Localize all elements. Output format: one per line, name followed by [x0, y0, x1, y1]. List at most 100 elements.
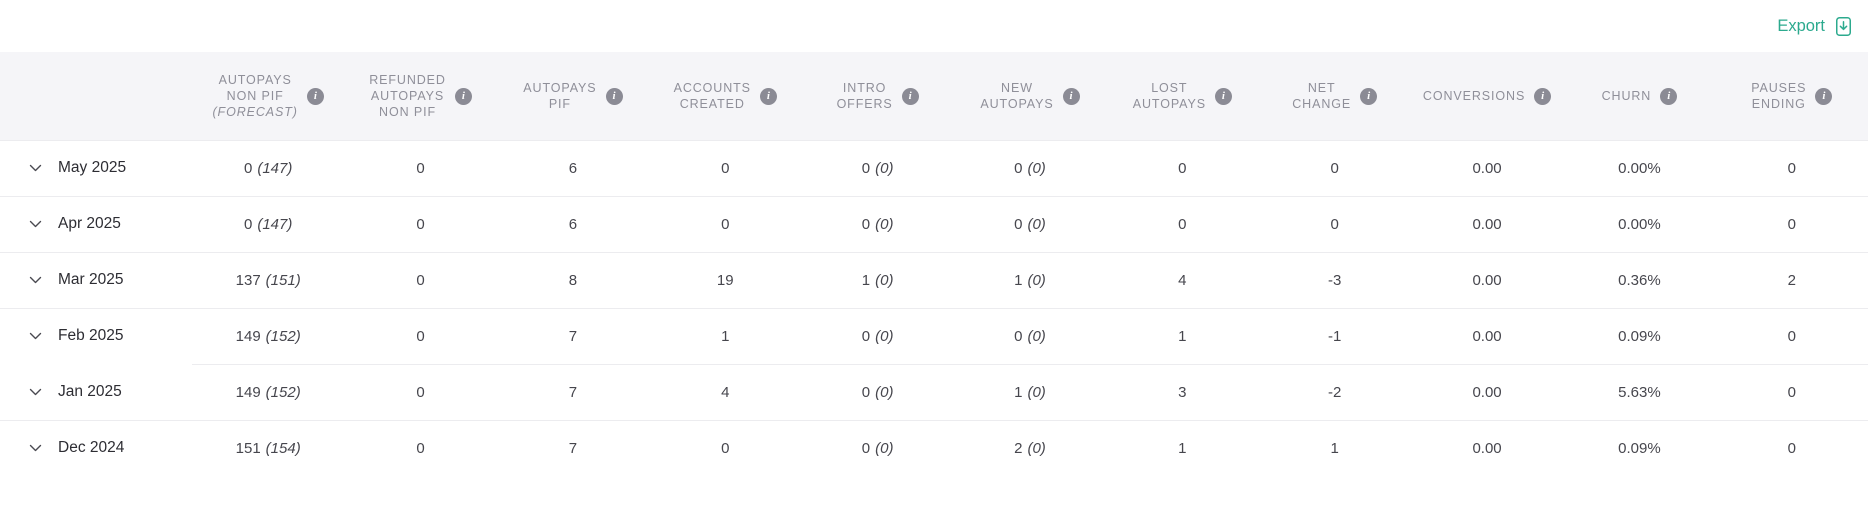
- column-header-content: NET CHANGE i: [1259, 80, 1411, 112]
- cell-accounts-created: 0: [649, 140, 802, 197]
- column-header-intro-offers: INTRO OFFERS i: [801, 52, 954, 141]
- column-header-pauses-ending: PAUSES ENDING i: [1715, 52, 1868, 141]
- info-icon[interactable]: i: [454, 87, 472, 105]
- cell-refunded-autopays-non-pif: 0: [344, 308, 497, 365]
- info-icon[interactable]: i: [759, 87, 777, 105]
- cell-accounts-created: 0: [649, 196, 802, 253]
- info-icon[interactable]: i: [1360, 87, 1378, 105]
- column-header-refunded-autopays-non-pif: REFUNDED AUTOPAYS NON PIF i: [344, 52, 497, 141]
- info-icon[interactable]: i: [1062, 87, 1080, 105]
- cell-new-autopays: 2 (0): [953, 420, 1107, 476]
- info-icon[interactable]: i: [1815, 87, 1833, 105]
- cell-accounts-created: 19: [649, 252, 802, 309]
- cell-conversions: 0.00: [1410, 196, 1564, 253]
- column-header-content: NEW AUTOPAYS i: [954, 80, 1106, 112]
- cell-pauses-ending: 0: [1715, 364, 1868, 421]
- info-icon[interactable]: i: [306, 87, 324, 105]
- cell-accounts-created: 0: [649, 420, 802, 476]
- cell-net-change: 1: [1258, 420, 1411, 476]
- row-month-label: May 2025: [58, 159, 127, 177]
- column-header-content: REFUNDED AUTOPAYS NON PIF i: [344, 72, 496, 120]
- column-header-content: PAUSES ENDING i: [1716, 80, 1868, 112]
- cell-autopays-pif: 7: [496, 420, 650, 476]
- cell-autopays-non-pif-forecast: 0 (147): [192, 196, 345, 253]
- cell-intro-offers: 0 (0): [801, 308, 954, 365]
- info-icon[interactable]: i: [1214, 87, 1232, 105]
- cell-churn: 0.09%: [1563, 420, 1716, 476]
- cell-autopays-pif: 7: [496, 308, 650, 365]
- cell-autopays-non-pif-forecast: 149 (152): [192, 364, 345, 421]
- row-month-label: Dec 2024: [58, 439, 125, 457]
- export-button[interactable]: Export: [1777, 16, 1854, 37]
- table-row: May 2025 0 (147) 0 6 0 0 (0) 0 (0) 0 0 0.00 0.00% 0: [0, 140, 1868, 197]
- table-row: Dec 2024 151 (154) 0 7 0 0 (0) 2 (0) 1 1 0.00 0.09% 0: [0, 420, 1868, 476]
- column-header-accounts-created: ACCOUNTS CREATED i: [649, 52, 802, 141]
- cell-lost-autopays: 3: [1106, 364, 1259, 421]
- cell-pauses-ending: 0: [1715, 140, 1868, 197]
- cell-autopays-pif: 6: [496, 196, 650, 253]
- cell-lost-autopays: 4: [1106, 252, 1259, 309]
- row-month-cell: Jan 2025: [0, 365, 192, 421]
- table-row: Feb 2025 149 (152) 0 7 1 0 (0) 0 (0) 1 -1 0.00 0.09% 0: [0, 308, 1868, 365]
- cell-autopays-non-pif-forecast: 0 (147): [192, 140, 345, 197]
- cell-intro-offers: 1 (0): [801, 252, 954, 309]
- download-file-icon: [1833, 16, 1854, 37]
- info-icon[interactable]: i: [1534, 87, 1552, 105]
- cell-conversions: 0.00: [1410, 140, 1564, 197]
- cell-refunded-autopays-non-pif: 0: [344, 364, 497, 421]
- cell-lost-autopays: 1: [1106, 308, 1259, 365]
- column-header-label: NEW AUTOPAYS: [980, 81, 1054, 111]
- column-header-content: CONVERSIONS i: [1411, 87, 1563, 105]
- cell-intro-offers: 0 (0): [801, 196, 954, 253]
- header-row: AUTOPAYS NON PIF (FORECAST) i REFUNDED AUTOPA…: [0, 52, 1868, 141]
- column-header-content: CHURN i: [1563, 87, 1715, 105]
- info-icon[interactable]: i: [1660, 87, 1678, 105]
- table-row: Mar 2025 137 (151) 0 8 19 1 (0) 1 (0) 4 -3 0.00 0.36%…: [0, 252, 1868, 309]
- column-header-label: NET CHANGE: [1292, 81, 1352, 111]
- row-month-label: Mar 2025: [58, 271, 124, 289]
- cell-conversions: 0.00: [1410, 420, 1564, 476]
- cell-accounts-created: 1: [649, 308, 802, 365]
- row-month-label: Apr 2025: [58, 215, 121, 233]
- row-month-cell: Dec 2024: [0, 420, 192, 476]
- cell-conversions: 0.00: [1410, 252, 1564, 309]
- table-row: Apr 2025 0 (147) 0 6 0 0 (0) 0 (0) 0 0 0.00 0.00% 0: [0, 196, 1868, 253]
- chevron-down-icon[interactable]: [29, 164, 42, 172]
- cell-pauses-ending: 0: [1715, 196, 1868, 253]
- cell-autopays-pif: 7: [496, 364, 650, 421]
- column-header-label: ACCOUNTS CREATED: [673, 81, 751, 111]
- column-header-content: INTRO OFFERS i: [801, 80, 953, 112]
- chevron-down-icon[interactable]: [29, 276, 42, 284]
- cell-conversions: 0.00: [1410, 364, 1564, 421]
- chevron-down-icon[interactable]: [29, 388, 42, 396]
- cell-autopays-pif: 6: [496, 140, 650, 197]
- cell-accounts-created: 4: [649, 364, 802, 421]
- cell-net-change: -3: [1258, 252, 1411, 309]
- column-header-net-change: NET CHANGE i: [1258, 52, 1411, 141]
- row-month-label: Jan 2025: [58, 383, 122, 401]
- table-row: Jan 2025 149 (152) 0 7 4 0 (0) 1 (0) 3 -2 0.00 5.63% 0: [0, 364, 1868, 421]
- cell-refunded-autopays-non-pif: 0: [344, 140, 497, 197]
- info-icon[interactable]: i: [605, 87, 623, 105]
- chevron-down-icon[interactable]: [29, 444, 42, 452]
- column-header-autopays-pif: AUTOPAYS PIF i: [496, 52, 650, 141]
- column-header-content: LOST AUTOPAYS i: [1106, 80, 1258, 112]
- cell-autopays-non-pif-forecast: 149 (152): [192, 308, 345, 365]
- column-header-churn: CHURN i: [1563, 52, 1716, 141]
- cell-churn: 0.00%: [1563, 140, 1716, 197]
- cell-new-autopays: 0 (0): [953, 196, 1107, 253]
- column-header-label: LOST AUTOPAYS: [1132, 81, 1206, 111]
- cell-pauses-ending: 2: [1715, 252, 1868, 309]
- month-column-header: [0, 52, 192, 141]
- chevron-down-icon[interactable]: [29, 220, 42, 228]
- cell-intro-offers: 0 (0): [801, 140, 954, 197]
- info-icon[interactable]: i: [901, 87, 919, 105]
- cell-refunded-autopays-non-pif: 0: [344, 196, 497, 253]
- chevron-down-icon[interactable]: [29, 332, 42, 340]
- cell-new-autopays: 0 (0): [953, 140, 1107, 197]
- column-header-lost-autopays: LOST AUTOPAYS i: [1106, 52, 1259, 141]
- cell-refunded-autopays-non-pif: 0: [344, 252, 497, 309]
- cell-autopays-non-pif-forecast: 137 (151): [192, 252, 345, 309]
- row-month-cell: Apr 2025: [0, 196, 192, 253]
- toolbar: Export: [0, 0, 1868, 52]
